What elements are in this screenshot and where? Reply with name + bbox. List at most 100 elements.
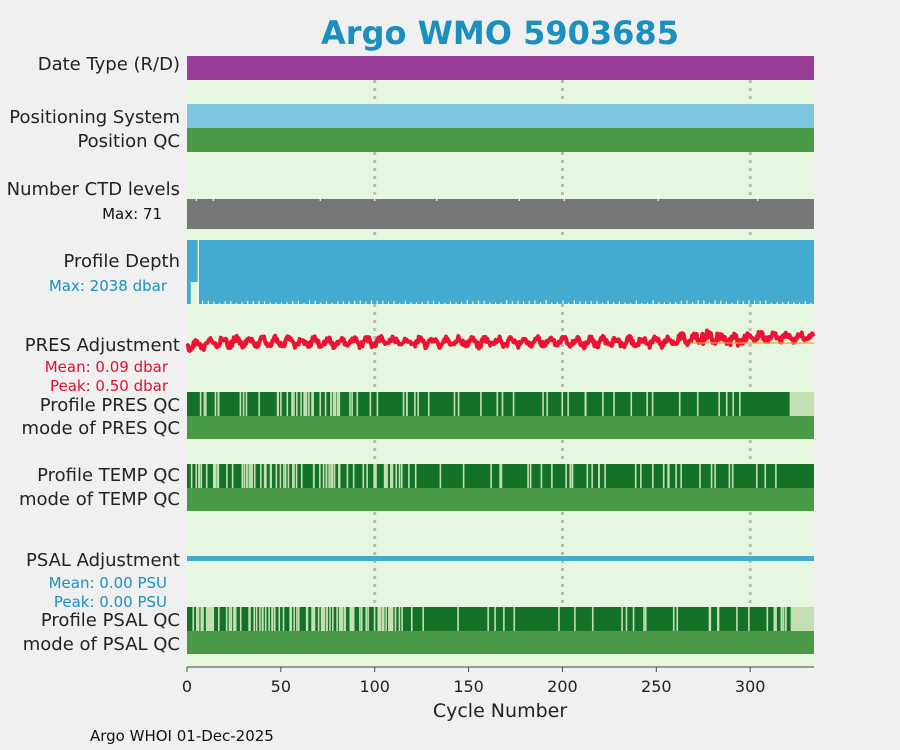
qc-stripe [718, 392, 720, 416]
qc-stripe [253, 464, 256, 488]
qc-stripe [390, 464, 392, 488]
qc-stripe [569, 464, 572, 488]
qc-stripe [755, 464, 758, 488]
footer-credit: Argo WHOI 01-Dec-2025 [90, 727, 274, 745]
qc-stripe [312, 464, 315, 488]
profile-depth-notch [365, 301, 367, 304]
qc-stripe [352, 607, 355, 631]
qc-stripe [496, 392, 499, 416]
label-ctd-levels: Number CTD levels [7, 179, 180, 200]
qc-stripe [300, 392, 302, 416]
profile-depth-notch [579, 301, 581, 304]
pres-adjustment-line [185, 328, 816, 353]
chart-title: Argo WMO 5903685 [321, 14, 679, 52]
qc-stripe [417, 392, 419, 416]
profile-depth-notch [399, 302, 401, 304]
qc-stripe [212, 607, 215, 631]
qc-stripe [652, 464, 654, 488]
qc-stripe [739, 392, 741, 416]
profile-depth-notch [556, 302, 559, 304]
qc-stripe [490, 464, 492, 488]
qc-stripe [304, 392, 306, 416]
qc-stripe [667, 464, 669, 488]
qc-stripe [709, 607, 712, 631]
qc-stripe [591, 607, 594, 631]
ctd-levels-area [187, 195, 814, 229]
profile-depth-notch [314, 300, 316, 304]
qc-stripe [494, 607, 496, 631]
qc-stripe [332, 607, 334, 631]
profile-depth-notch [258, 300, 260, 304]
qc-stripe [317, 607, 320, 631]
profile-depth-notch [292, 301, 294, 304]
mode-pres-qc-bar [187, 416, 814, 439]
qc-stripe [383, 464, 386, 488]
qc-stripe [330, 464, 332, 488]
profile-depth-notch [337, 301, 339, 304]
profile-depth-notch [613, 302, 615, 304]
qc-stripe [731, 464, 734, 488]
profile-depth-notch [393, 301, 395, 304]
profile-depth-area [187, 240, 814, 304]
profile-depth-notch [725, 301, 727, 304]
label-psal-adjustment: PSAL Adjustment [26, 550, 180, 571]
profile-depth-notch [494, 302, 497, 304]
qc-stripe [558, 607, 560, 631]
qc-stripe [457, 607, 459, 631]
x-tick-label: 200 [547, 677, 578, 696]
qc-stripe [462, 464, 465, 488]
qc-stripe [243, 464, 246, 488]
qc-stripe [282, 607, 285, 631]
profile-depth-notch [776, 302, 778, 304]
profile-depth-notch [748, 300, 750, 304]
profile-depth-notch [765, 300, 767, 304]
profile-depth-notch [720, 300, 722, 304]
position-qc-bar [187, 128, 814, 152]
qc-stripe [242, 392, 245, 416]
profile-depth-notch [235, 302, 238, 304]
qc-stripe [388, 607, 390, 631]
psal-peak-label: Peak: 0.00 PSU [54, 593, 167, 611]
qc-stripe [400, 464, 403, 488]
qc-stripe [283, 464, 285, 488]
qc-stripe [196, 607, 198, 631]
mode-temp-qc-bar [187, 488, 814, 511]
qc-stripe [643, 607, 645, 631]
qc-stripe [326, 607, 328, 631]
qc-stripe [401, 607, 403, 631]
qc-stripe [676, 607, 679, 631]
profile-depth-notch [230, 301, 232, 304]
qc-stripe [634, 464, 637, 488]
qc-stripe [284, 464, 287, 488]
qc-stripe [293, 607, 295, 631]
profile-depth-notch [782, 302, 784, 304]
qc-stripe [248, 607, 250, 631]
qc-stripe [540, 464, 543, 488]
qc-stripe [319, 392, 322, 416]
qc-stripe [278, 607, 281, 631]
qc-stripe [228, 607, 231, 631]
ctd-levels-fill [187, 199, 814, 229]
x-axis-ticks: 0 50 100 150 200 250 300 [182, 667, 766, 696]
qc-stripe [351, 607, 354, 631]
qc-stripe [457, 392, 460, 416]
qc-stripe [319, 464, 321, 488]
x-tick-label: 300 [735, 677, 766, 696]
qc-stripe [305, 392, 308, 416]
qc-stripe [427, 392, 430, 416]
qc-stripe [391, 464, 394, 488]
qc-stripe [231, 464, 234, 488]
qc-stripe [382, 607, 385, 631]
qc-stripe [391, 607, 394, 631]
qc-stripe [527, 464, 529, 488]
label-mode-pres-qc: mode of PRES QC [22, 418, 180, 439]
qc-stripe [198, 464, 200, 488]
qc-stripe [513, 607, 516, 631]
profile-depth-notch [477, 300, 480, 304]
qc-stripe [632, 607, 635, 631]
qc-stripe [732, 392, 734, 416]
profile-depth-notch [354, 300, 356, 304]
qc-stripe [551, 464, 553, 488]
qc-stripe [297, 607, 300, 631]
qc-stripe [203, 392, 206, 416]
